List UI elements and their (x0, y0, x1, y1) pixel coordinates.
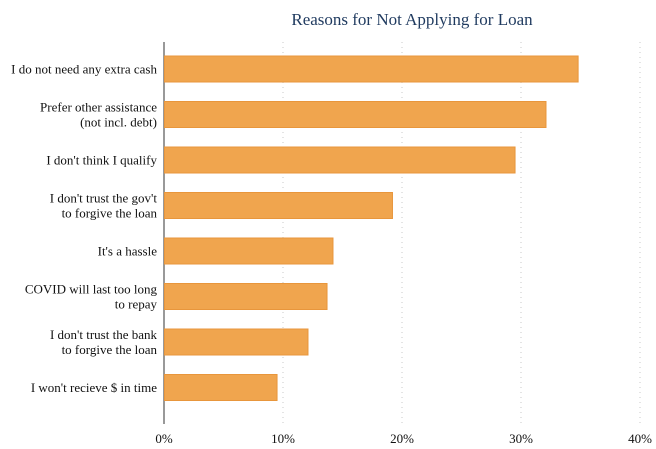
category-label: I do not need any extra cash (11, 62, 157, 77)
bar (164, 101, 547, 128)
category-label: I don't trust the bank to forgive the loa… (50, 327, 158, 357)
category-label: I don't trust the gov't to forgive the lo… (50, 191, 158, 221)
x-tick-label: 20% (390, 431, 414, 446)
bar (164, 374, 278, 401)
x-tick-label: 0% (155, 431, 173, 446)
bar (164, 55, 579, 83)
bar (164, 237, 334, 265)
chart-title: Reasons for Not Applying for Loan (291, 10, 533, 29)
category-label: I won't recieve $ in time (31, 380, 157, 395)
bar (164, 146, 516, 174)
x-tick-label: 30% (509, 431, 533, 446)
x-tick-label: 10% (271, 431, 295, 446)
x-tick-label: 40% (628, 431, 652, 446)
bar (164, 328, 309, 356)
x-tick-labels: 0% 10% 20% 30% 40% (155, 431, 652, 446)
category-label: Prefer other assistance (not incl. debt) (40, 100, 157, 130)
grid-lines (282, 42, 641, 424)
category-labels: I do not need any extra cash Prefer other… (11, 62, 157, 396)
bars (164, 55, 579, 401)
bar (164, 192, 393, 219)
category-label: I don't think I qualify (46, 153, 157, 168)
category-label: It's a hassle (98, 244, 158, 259)
category-label: COVID will last too long to repay (25, 282, 158, 312)
bar (164, 283, 328, 310)
